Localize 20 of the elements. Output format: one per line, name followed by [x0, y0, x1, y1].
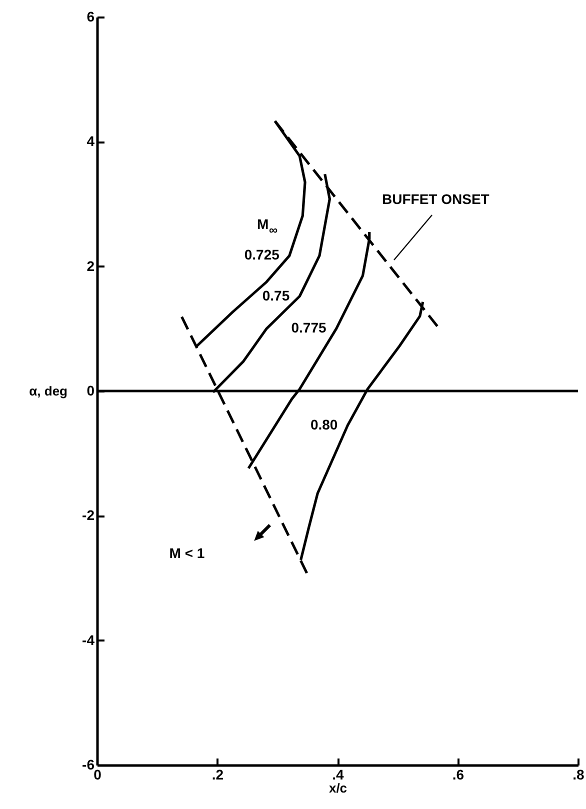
y-tick-label: 0 [86, 382, 95, 398]
x-tick-label: .8 [572, 766, 585, 782]
y-tick-label: -2 [82, 507, 95, 524]
y-tick-label: 6 [86, 8, 95, 24]
series-label: 0.80 [310, 416, 338, 432]
series-label: 0.75 [262, 287, 290, 304]
y-tick-label: -6 [82, 756, 95, 772]
x-tick-label: .2 [212, 766, 224, 782]
y-tick-label: 4 [86, 133, 95, 150]
series-label: 0.775 [291, 320, 326, 336]
y-tick-label: 2 [86, 258, 95, 274]
annotation: BUFFET ONSET [382, 191, 490, 207]
series-label: 0.725 [244, 246, 280, 263]
x-tick-label: .6 [452, 766, 464, 782]
y-tick-label: -4 [82, 632, 95, 648]
x-tick-label: .4 [332, 766, 344, 782]
annotation: M∞ [257, 216, 278, 237]
y-axis-title: α, deg [29, 384, 68, 398]
x-axis-title: x/c [328, 780, 348, 796]
annotation: M < 1 [169, 545, 205, 561]
